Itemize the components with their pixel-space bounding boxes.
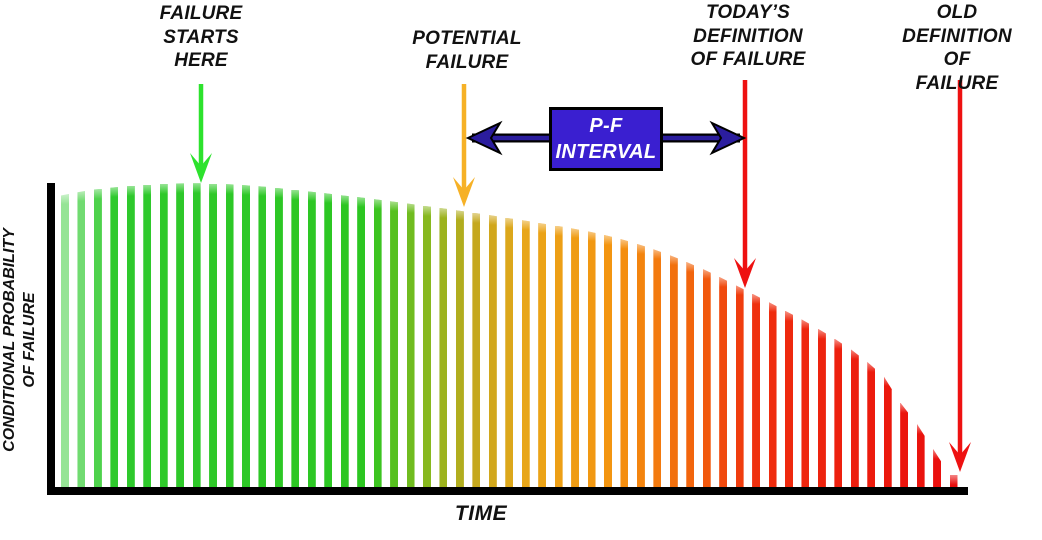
bar	[373, 199, 382, 488]
y-axis-line	[47, 183, 55, 495]
y-axis-label: CONDITIONAL PROBABILITY OF FAILURE	[1, 228, 38, 452]
bars-layer	[58, 183, 963, 488]
bar	[307, 191, 316, 488]
bar	[324, 193, 333, 488]
bar	[554, 225, 563, 488]
bar	[636, 243, 645, 488]
bar	[274, 187, 283, 488]
bar	[653, 249, 662, 488]
label-old-definition-of-failure: OLD DEFINITION OF FAILURE	[902, 2, 1012, 94]
bar	[390, 201, 399, 488]
x-axis-line	[47, 487, 968, 495]
bar	[77, 190, 86, 488]
bar	[93, 188, 102, 488]
bar	[472, 212, 481, 488]
bar	[143, 184, 152, 488]
bar	[850, 349, 859, 488]
bar	[176, 183, 185, 488]
bar	[126, 185, 135, 488]
bar	[209, 183, 218, 488]
bar	[340, 195, 349, 488]
bar	[949, 474, 958, 488]
bar	[817, 328, 826, 488]
bar	[801, 319, 810, 488]
bar	[604, 234, 612, 488]
bar	[752, 293, 761, 488]
bar	[768, 302, 777, 488]
bar	[242, 185, 250, 488]
bar	[587, 231, 596, 488]
pf-interval-label: P-F INTERVAL	[555, 115, 657, 163]
bar	[916, 423, 925, 488]
bar	[291, 189, 300, 488]
bar	[867, 362, 876, 488]
bar	[505, 217, 514, 488]
bar	[933, 449, 942, 488]
label-todays-definition-of-failure: TODAY’S DEFINITION OF FAILURE	[690, 2, 806, 70]
bar	[455, 210, 464, 488]
bar	[192, 183, 201, 488]
bar	[538, 222, 547, 488]
label-failure-starts-here: FAILURE STARTS HERE	[159, 3, 243, 71]
bar	[110, 187, 119, 488]
bar	[834, 338, 843, 488]
bar	[225, 184, 234, 488]
bar	[159, 183, 168, 488]
bar	[883, 376, 892, 488]
bar	[719, 276, 728, 488]
bar	[702, 269, 711, 488]
bar	[258, 186, 267, 488]
bar	[735, 285, 744, 488]
bar	[357, 197, 366, 488]
label-potential-failure: POTENTIAL FAILURE	[412, 28, 522, 73]
bar	[620, 239, 629, 488]
bar	[423, 205, 431, 488]
bar	[900, 402, 909, 488]
bar	[521, 220, 530, 488]
bar	[61, 193, 69, 488]
bar	[686, 261, 695, 488]
pf-interval-box: P-F INTERVAL	[549, 107, 663, 171]
bar	[488, 215, 497, 488]
failure-start-arrow	[190, 84, 212, 183]
bar	[669, 255, 678, 488]
bar	[439, 207, 448, 488]
bar	[406, 203, 415, 488]
bar	[785, 310, 793, 488]
bar	[571, 228, 580, 488]
x-axis-label: TIME	[454, 502, 508, 525]
